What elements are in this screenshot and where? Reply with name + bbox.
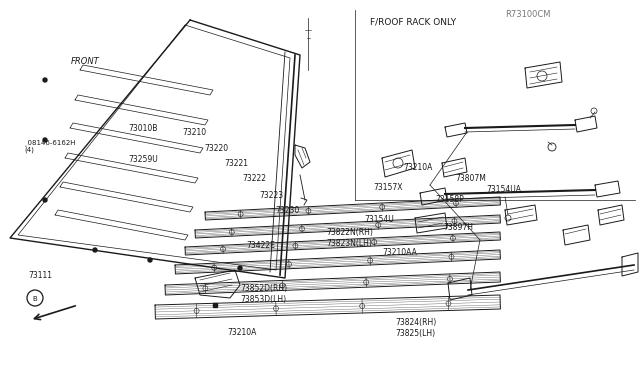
- Text: 73807M: 73807M: [456, 174, 486, 183]
- Circle shape: [93, 248, 97, 252]
- Text: 73154U: 73154U: [365, 215, 394, 224]
- Circle shape: [148, 258, 152, 262]
- Circle shape: [43, 78, 47, 82]
- Text: 73210A: 73210A: [227, 328, 257, 337]
- Text: 73111: 73111: [29, 271, 52, 280]
- Text: R73100CM: R73100CM: [506, 10, 551, 19]
- Text: 73897H: 73897H: [443, 223, 473, 232]
- Text: 73210AA: 73210AA: [383, 248, 417, 257]
- Circle shape: [43, 138, 47, 142]
- Text: 73158P: 73158P: [435, 195, 464, 203]
- Text: 73154UA: 73154UA: [486, 185, 522, 194]
- Text: 73822N(RH)
73823N(LH): 73822N(RH) 73823N(LH): [326, 228, 373, 248]
- Text: 73852D(RH)
73853D(LH): 73852D(RH) 73853D(LH): [240, 284, 287, 304]
- Text: 73259U: 73259U: [128, 155, 157, 164]
- Text: 73210A: 73210A: [403, 163, 433, 172]
- Text: 73223: 73223: [259, 191, 284, 200]
- Text: 73010B: 73010B: [128, 124, 157, 133]
- Text: 73222: 73222: [242, 174, 266, 183]
- Circle shape: [43, 198, 47, 202]
- Text: 73422E: 73422E: [246, 241, 275, 250]
- Text: 73210: 73210: [182, 128, 207, 137]
- Text: 73824(RH)
73825(LH): 73824(RH) 73825(LH): [396, 318, 436, 338]
- Circle shape: [238, 266, 242, 270]
- Text: 73157X: 73157X: [373, 183, 403, 192]
- Text: 73220: 73220: [205, 144, 229, 153]
- Text: FRONT: FRONT: [70, 57, 99, 66]
- Text: 73221: 73221: [224, 159, 248, 168]
- Text: B: B: [33, 296, 37, 302]
- Text: ¸08146-6162H
(4): ¸08146-6162H (4): [24, 139, 76, 153]
- Text: 73230: 73230: [275, 206, 300, 215]
- Text: F/ROOF RACK ONLY: F/ROOF RACK ONLY: [370, 17, 456, 26]
